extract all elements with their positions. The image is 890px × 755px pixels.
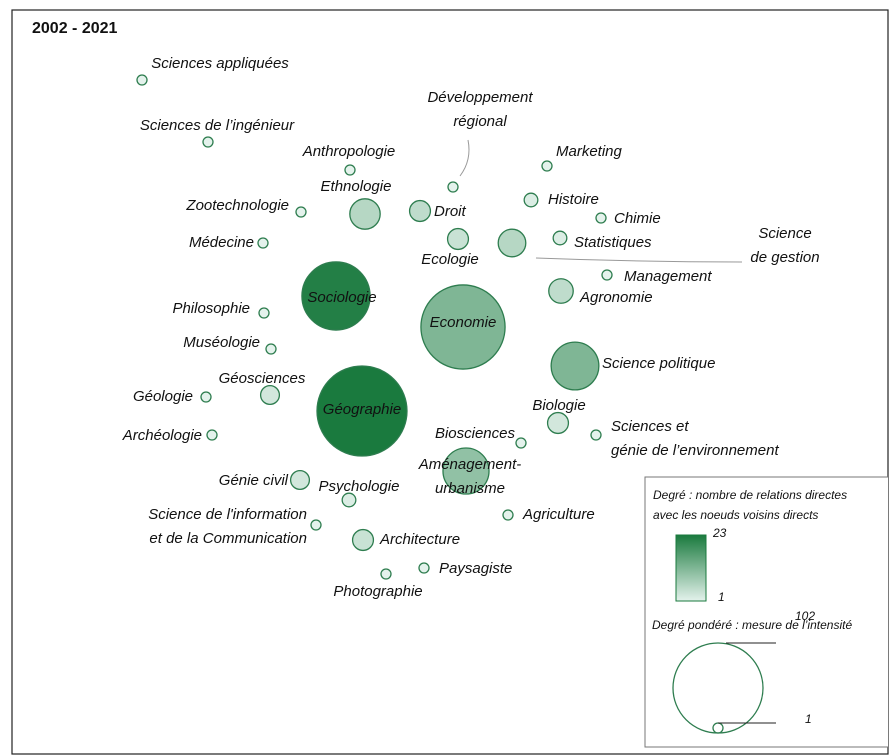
node — [136, 74, 148, 86]
node — [206, 429, 218, 441]
node — [301, 261, 371, 331]
node-label: Génie civil — [219, 472, 289, 489]
leader-line — [459, 139, 470, 177]
node-label: Géosciences — [219, 370, 306, 387]
node-label: Marketing — [556, 143, 623, 160]
node — [310, 519, 322, 531]
node — [295, 206, 307, 218]
node-label: Science politique — [602, 355, 715, 372]
legend-min: 1 — [718, 590, 725, 604]
node-label: Architecture — [379, 531, 460, 548]
node — [344, 164, 356, 176]
node-label: Sciences appliquées — [151, 55, 289, 72]
node — [202, 136, 214, 148]
node — [420, 284, 506, 370]
legend-max: 23 — [712, 526, 727, 540]
node — [601, 269, 613, 281]
legend-text: Degré pondéré : mesure de l’intensité — [652, 618, 852, 632]
node-label: Photographie — [333, 583, 422, 600]
node-label: Histoire — [548, 191, 599, 208]
node — [548, 278, 574, 304]
node-label: Chimie — [614, 210, 661, 227]
node-label: Zootechnologie — [185, 197, 289, 214]
legend: Degré : nombre de relations directes ave… — [644, 476, 888, 748]
node-label: Agriculture — [522, 506, 595, 523]
node — [408, 199, 432, 223]
node-label: Développement — [427, 89, 533, 106]
node — [497, 228, 527, 258]
node-label: de gestion — [750, 249, 819, 266]
node — [541, 160, 553, 172]
node-label: Economie — [430, 314, 497, 331]
node-label: Géologie — [133, 388, 193, 405]
node — [258, 307, 270, 319]
node-label: Paysagiste — [439, 560, 512, 577]
node-label: Science de l'information — [148, 506, 307, 523]
node-label: Géographie — [323, 401, 401, 418]
node-label: Anthropologie — [302, 143, 396, 160]
node — [257, 237, 269, 249]
node — [502, 509, 514, 521]
color-scale — [675, 534, 707, 602]
node — [351, 528, 375, 552]
node-label: Muséologie — [183, 334, 260, 351]
node — [447, 181, 459, 193]
node — [595, 212, 607, 224]
legend-text: avec les noeuds voisins directs — [653, 508, 818, 522]
node-label: urbanisme — [435, 480, 505, 497]
node — [418, 562, 430, 574]
node-label: Statistiques — [574, 234, 652, 251]
node — [590, 429, 602, 441]
leader-line — [535, 257, 743, 263]
node-label: génie de l’environnement — [611, 442, 779, 459]
node — [380, 568, 392, 580]
node-label: Agronomie — [579, 289, 653, 306]
node — [316, 365, 408, 457]
node-label: Ethnologie — [321, 178, 392, 195]
node — [259, 384, 281, 406]
node — [552, 230, 568, 246]
title: 2002 - 2021 — [32, 20, 118, 37]
frame — [11, 9, 889, 755]
node — [200, 391, 212, 403]
node-label: Philosophie — [172, 300, 250, 317]
node — [442, 447, 490, 495]
node-label: Médecine — [189, 234, 254, 251]
legend-text: Degré : nombre de relations directes — [653, 488, 847, 502]
node — [546, 411, 570, 435]
nodes: Sciences appliquées Sciences de l’ingénie… — [122, 55, 820, 600]
node — [515, 437, 527, 449]
node-label: Management — [624, 268, 712, 285]
node-label: Sociologie — [307, 289, 376, 306]
node-label: Sciences et — [611, 418, 689, 435]
node-label: régional — [453, 113, 507, 130]
node-label: et de la Communication — [149, 530, 307, 547]
node — [289, 469, 311, 491]
legend-min: 1 — [805, 712, 812, 726]
legend-box — [644, 476, 888, 748]
node-label: Science — [758, 225, 811, 242]
node — [550, 341, 600, 391]
node-label: Sciences de l’ingénieur — [140, 117, 295, 134]
node-label: Archéologie — [122, 427, 202, 444]
node-label: Biologie — [532, 397, 585, 414]
node — [523, 192, 539, 208]
node-label: Droit — [434, 203, 467, 220]
node — [349, 198, 381, 230]
node — [265, 343, 277, 355]
legend-max: 102 — [795, 609, 815, 623]
node-label: Ecologie — [421, 251, 479, 268]
node — [446, 227, 470, 251]
node-label: Aménagement- — [418, 456, 522, 473]
node-label: Psychologie — [319, 478, 400, 495]
node — [341, 492, 357, 508]
node-label: Biosciences — [435, 425, 516, 442]
